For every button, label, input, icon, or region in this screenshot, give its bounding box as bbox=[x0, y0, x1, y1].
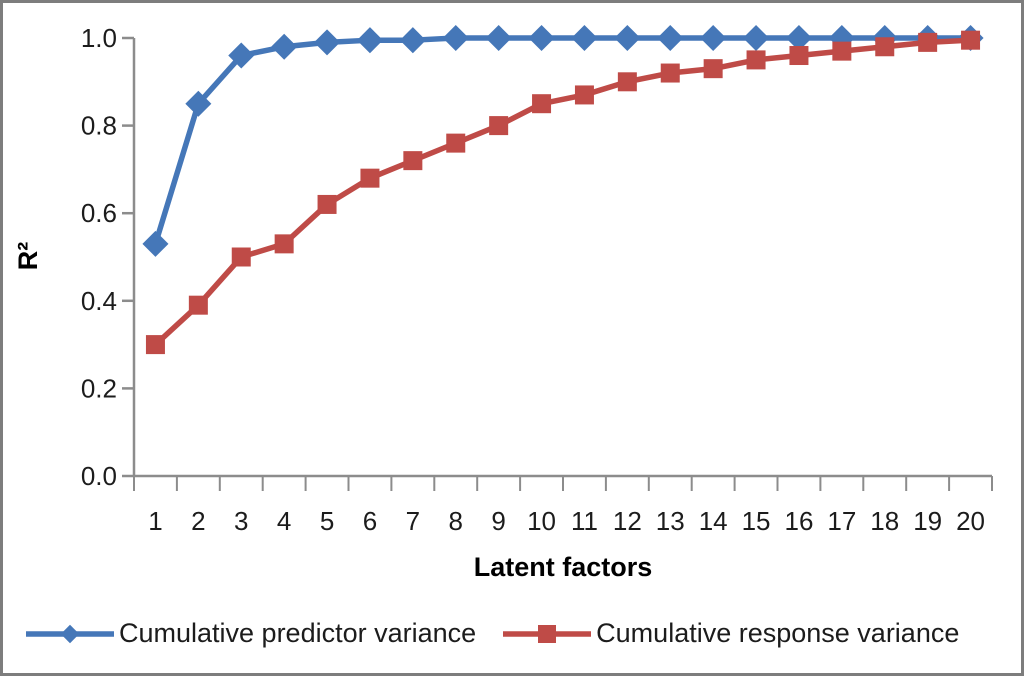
x-tick-label: 8 bbox=[449, 506, 463, 536]
y-tick-label: 0.8 bbox=[81, 111, 117, 141]
data-point-marker bbox=[918, 32, 938, 52]
data-point-marker bbox=[271, 33, 298, 60]
y-tick-label: 0.2 bbox=[81, 373, 117, 403]
data-point-marker bbox=[399, 27, 426, 54]
y-axis-title: R² bbox=[12, 241, 43, 271]
legend-label-predictor: Cumulative predictor variance bbox=[119, 618, 477, 648]
x-tick-label: 18 bbox=[870, 506, 899, 536]
data-point-marker bbox=[317, 194, 337, 214]
x-tick-label: 9 bbox=[491, 506, 505, 536]
x-tick-label: 19 bbox=[913, 506, 942, 536]
data-point-marker bbox=[657, 24, 684, 52]
legend-item-response-variance: Cumulative response variance bbox=[502, 618, 959, 649]
x-tick-label: 14 bbox=[699, 506, 728, 536]
data-point-marker bbox=[660, 63, 680, 83]
y-tick-label: 0.6 bbox=[81, 198, 117, 228]
data-point-marker bbox=[875, 37, 895, 57]
y-tick-label: 0.0 bbox=[81, 461, 117, 491]
x-tick-label: 2 bbox=[191, 506, 205, 536]
data-point-marker bbox=[743, 24, 770, 52]
x-tick-label: 10 bbox=[527, 506, 556, 536]
data-point-marker bbox=[360, 168, 380, 188]
data-point-marker bbox=[145, 335, 165, 355]
data-point-marker bbox=[446, 133, 466, 153]
x-axis-title: Latent factors bbox=[473, 552, 653, 582]
data-point-marker bbox=[231, 247, 251, 267]
data-point-marker bbox=[532, 94, 552, 114]
data-point-marker bbox=[314, 29, 341, 56]
data-point-marker bbox=[142, 230, 169, 257]
x-tick-label: 6 bbox=[363, 506, 377, 536]
x-tick-label: 7 bbox=[406, 506, 420, 536]
line-diamond-marker-icon bbox=[26, 624, 114, 643]
x-tick-label: 16 bbox=[784, 506, 813, 536]
data-point-marker bbox=[832, 41, 852, 61]
series-line bbox=[153, 37, 971, 347]
series-predictor-variance bbox=[142, 24, 984, 257]
data-point-marker bbox=[617, 72, 637, 92]
series-response-variance bbox=[145, 30, 981, 355]
data-point-marker bbox=[574, 85, 594, 105]
data-point-marker bbox=[274, 234, 294, 254]
x-tick-label: 11 bbox=[571, 506, 598, 536]
data-point-marker bbox=[356, 27, 383, 54]
x-tick-label: 20 bbox=[956, 506, 985, 536]
data-point-marker bbox=[571, 24, 598, 52]
chart-canvas: 0.00.20.40.60.81.01 2 3 4 5 6 7 8 9 10 11 12 13 14 15 1… bbox=[81, 23, 993, 536]
data-point-marker bbox=[442, 24, 469, 52]
x-tick-label: 13 bbox=[656, 506, 685, 536]
data-point-marker bbox=[746, 50, 766, 70]
x-tick-label: 3 bbox=[234, 506, 248, 536]
x-tick-label: 12 bbox=[613, 506, 642, 536]
data-point-marker bbox=[785, 24, 812, 52]
x-tick-label: 1 bbox=[148, 506, 162, 536]
data-point-marker bbox=[489, 116, 509, 136]
data-point-marker bbox=[528, 24, 555, 52]
data-point-marker bbox=[485, 24, 512, 52]
data-point-marker bbox=[188, 295, 208, 315]
y-tick-label: 1.0 bbox=[81, 23, 117, 53]
data-point-marker bbox=[700, 24, 727, 52]
line-square-marker-icon bbox=[503, 624, 592, 643]
data-point-marker bbox=[961, 30, 981, 50]
x-tick-label: 17 bbox=[827, 506, 856, 536]
data-point-marker bbox=[703, 59, 723, 79]
x-tick-label: 15 bbox=[742, 506, 771, 536]
data-point-marker bbox=[403, 151, 423, 171]
legend-label-response: Cumulative response variance bbox=[596, 618, 960, 648]
data-point-marker bbox=[789, 46, 809, 66]
data-point-marker bbox=[614, 24, 641, 52]
x-tick-label: 4 bbox=[277, 506, 291, 536]
y-tick-label: 0.4 bbox=[81, 286, 117, 316]
legend: Cumulative predictor variance Cumulative… bbox=[25, 618, 1021, 649]
x-tick-label: 5 bbox=[320, 506, 334, 536]
series-line bbox=[152, 35, 971, 245]
legend-item-predictor-variance: Cumulative predictor variance bbox=[25, 618, 476, 649]
